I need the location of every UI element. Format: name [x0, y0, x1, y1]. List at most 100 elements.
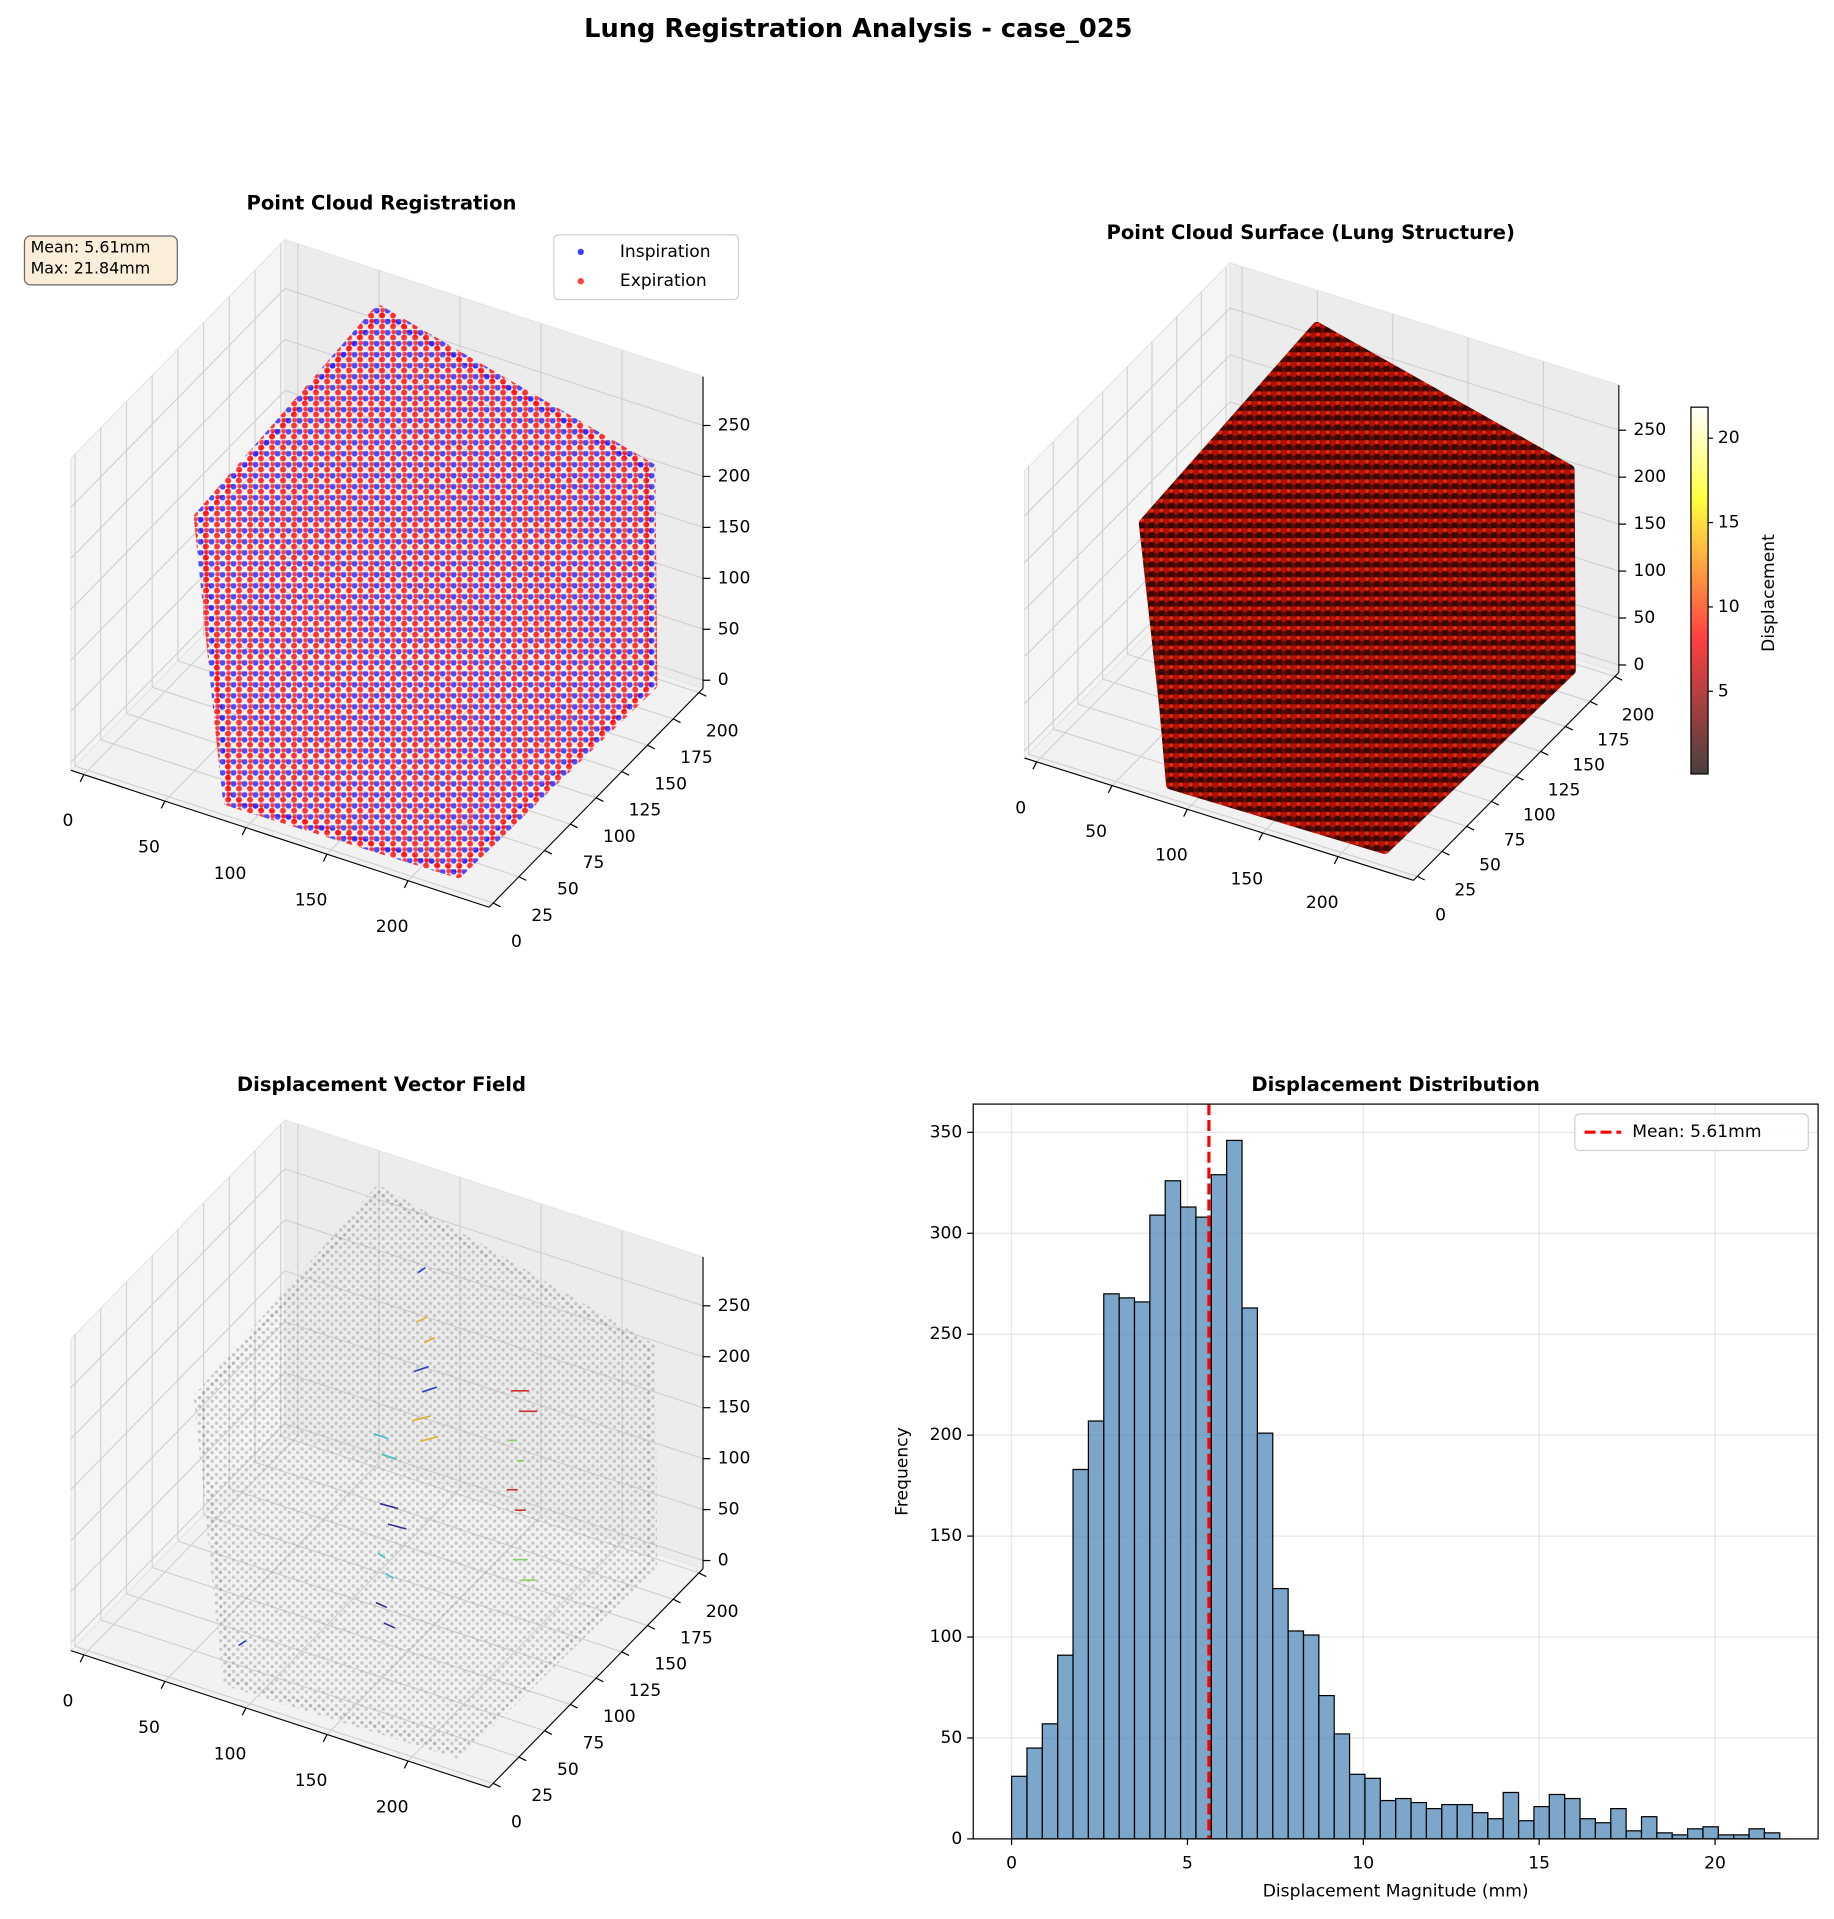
bar	[1441, 1803, 1458, 1840]
grid-line	[1024, 354, 1231, 564]
tick-mark	[403, 880, 409, 889]
tick-mark	[621, 1651, 630, 1657]
bar	[1179, 1206, 1197, 1840]
x-axis-label: Displacement Magnitude (mm)	[1263, 1881, 1529, 1901]
z-tick-label: 0	[718, 1551, 729, 1571]
tick-mark	[544, 1730, 553, 1735]
tick-mark	[698, 692, 707, 697]
bar	[1625, 1830, 1643, 1840]
bar	[1057, 1654, 1074, 1840]
tick-mark	[241, 827, 247, 836]
point-cloud	[1138, 321, 1576, 855]
grid-line	[1229, 307, 1619, 431]
x-tick-label: 5	[1182, 1853, 1193, 1873]
tick-mark	[1515, 775, 1524, 781]
bar	[1041, 1723, 1059, 1840]
tick-mark	[1441, 850, 1450, 856]
tick-mark	[595, 1677, 604, 1683]
z-tick-label: 0	[1633, 655, 1644, 675]
tick-mark	[518, 876, 527, 881]
tick-mark	[492, 902, 501, 908]
grid-line	[74, 1645, 494, 1784]
axes-3d: Displacement Vector Field 0 50 100 150 200 0 25…	[63, 1073, 751, 1832]
z-tick-label: 200	[718, 466, 751, 486]
legend-box	[1574, 1113, 1809, 1152]
z-tick-label: 150	[718, 517, 751, 537]
y-tick-label: 25	[1454, 880, 1476, 900]
x-tick-label: 15	[1528, 1853, 1550, 1873]
axes-frame	[972, 1103, 1819, 1840]
bar	[1763, 1832, 1781, 1840]
bar	[1302, 1634, 1320, 1840]
z-tick-label: 100	[1633, 561, 1666, 581]
bar	[1456, 1803, 1474, 1840]
x-tick-label: 0	[63, 1691, 74, 1711]
bar	[1287, 1630, 1305, 1840]
x-tick-label: 100	[214, 1744, 247, 1764]
bar	[1149, 1214, 1166, 1840]
z-tick-label: 50	[718, 619, 740, 639]
bar	[1610, 1808, 1627, 1840]
bar	[1533, 1805, 1550, 1840]
y-axis-label: Frequency	[892, 1427, 912, 1515]
grid-line	[70, 1168, 286, 1389]
bar	[1640, 1816, 1658, 1840]
subplot-title: Displacement Vector Field	[237, 1073, 526, 1096]
tick-mark	[698, 1572, 707, 1578]
point-cloud	[193, 304, 658, 879]
x-tick-label: 150	[1230, 869, 1263, 889]
bar	[1425, 1808, 1443, 1840]
x-tick-label: 200	[376, 917, 409, 937]
point-cloud	[193, 1185, 658, 1759]
bar	[1333, 1733, 1351, 1840]
bar	[1579, 1818, 1597, 1840]
tick-mark	[1183, 808, 1188, 817]
vector-arrow	[417, 1267, 426, 1274]
vector-arrow	[379, 1502, 399, 1510]
bar	[1256, 1432, 1274, 1840]
x-tick-label: 150	[295, 1771, 328, 1791]
grid-line	[1028, 753, 1418, 877]
axes-3d: Point Cloud Registration0501001502000255…	[23, 192, 751, 952]
vector-arrow	[238, 1639, 247, 1647]
tick-mark	[1417, 875, 1425, 881]
z-tick-label: 50	[1633, 608, 1655, 628]
axis-line	[70, 769, 490, 908]
bar	[1502, 1791, 1520, 1840]
bar	[1686, 1828, 1704, 1840]
bar	[1010, 1775, 1028, 1840]
colorbar	[1690, 407, 1709, 774]
x-tick-label: 50	[138, 1718, 160, 1738]
y-tick-label: 200	[930, 1425, 963, 1445]
y-tick-label: 0	[511, 932, 522, 952]
bar	[1118, 1297, 1136, 1840]
z-tick-label: 100	[718, 1449, 751, 1469]
y-tick-label: 0	[1435, 905, 1446, 925]
bar	[1133, 1301, 1151, 1840]
bar	[1395, 1797, 1412, 1840]
bar	[1026, 1747, 1043, 1840]
y-tick-label: 75	[1504, 831, 1526, 851]
x-tick-label: 200	[376, 1797, 409, 1817]
bar	[1656, 1832, 1673, 1840]
tick-mark	[621, 770, 630, 776]
z-tick-label: 250	[718, 1296, 751, 1316]
x-tick-label: 150	[295, 891, 328, 911]
tick-mark	[1589, 700, 1598, 706]
y-tick-label: 200	[706, 1602, 739, 1622]
y-tick-label: 0	[511, 1812, 522, 1832]
y-tick-label: 100	[603, 1707, 636, 1727]
tick-mark	[1540, 750, 1549, 756]
y-tick-label: 50	[557, 880, 579, 900]
tick-mark	[518, 1756, 527, 1762]
y-tick-label: 150	[654, 1655, 687, 1675]
bar	[1087, 1420, 1105, 1840]
vector-arrow	[411, 1415, 431, 1422]
grid-line	[1024, 401, 1231, 611]
tick-mark	[1614, 675, 1623, 681]
y-tick-label: 125	[629, 801, 662, 821]
y-tick-label: 175	[680, 748, 713, 768]
bar	[1103, 1293, 1120, 1840]
vector-arrow	[385, 1572, 394, 1580]
